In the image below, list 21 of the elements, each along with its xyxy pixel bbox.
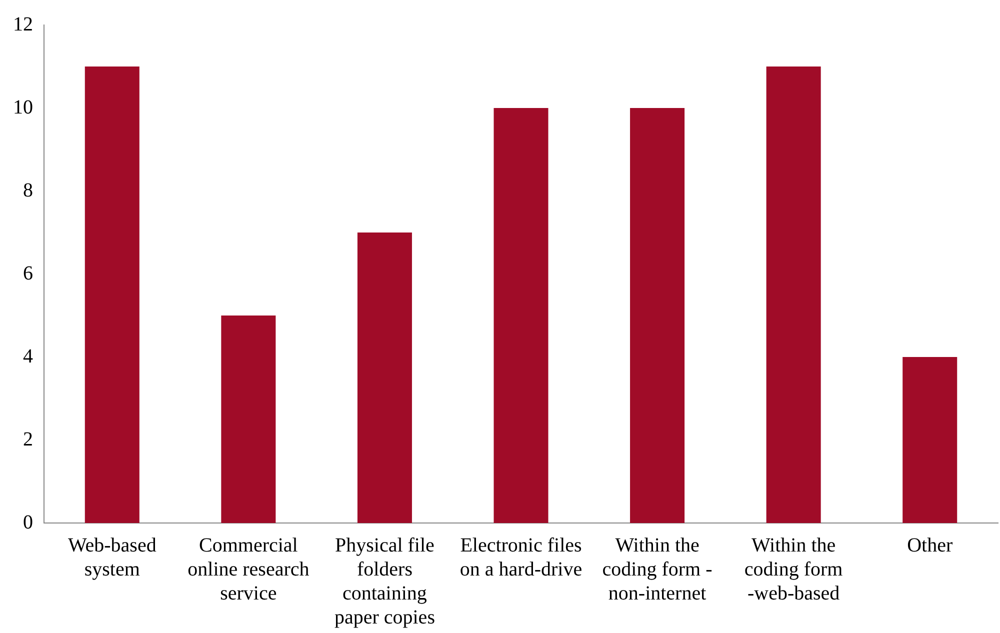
y-tick-label: 0 bbox=[23, 511, 33, 534]
bar bbox=[902, 357, 958, 523]
x-tick-label: Physical file folders containing paper copies bbox=[334, 534, 436, 628]
y-tick-label: 6 bbox=[23, 262, 33, 284]
x-tick-label: Other bbox=[907, 534, 953, 556]
bar bbox=[494, 108, 548, 523]
y-tick-label: 12 bbox=[13, 13, 33, 36]
bar bbox=[766, 66, 821, 523]
x-tick-label: Within the coding form - non-internet bbox=[602, 534, 712, 604]
y-tick-label: 4 bbox=[23, 345, 33, 368]
bar bbox=[357, 232, 412, 523]
bar bbox=[221, 316, 276, 523]
y-tick-label: 10 bbox=[13, 96, 33, 118]
y-tick-label: 2 bbox=[23, 428, 33, 450]
x-tick-label: Web-based system bbox=[68, 534, 156, 580]
bar bbox=[630, 108, 685, 523]
x-tick-label: Within the coding form -web-based bbox=[744, 534, 844, 604]
y-tick-label: 8 bbox=[23, 179, 33, 202]
x-tick-label: Electronic files on a hard-drive bbox=[460, 534, 582, 580]
x-tick-label: Commercial online research service bbox=[188, 534, 310, 604]
bar bbox=[84, 66, 140, 523]
